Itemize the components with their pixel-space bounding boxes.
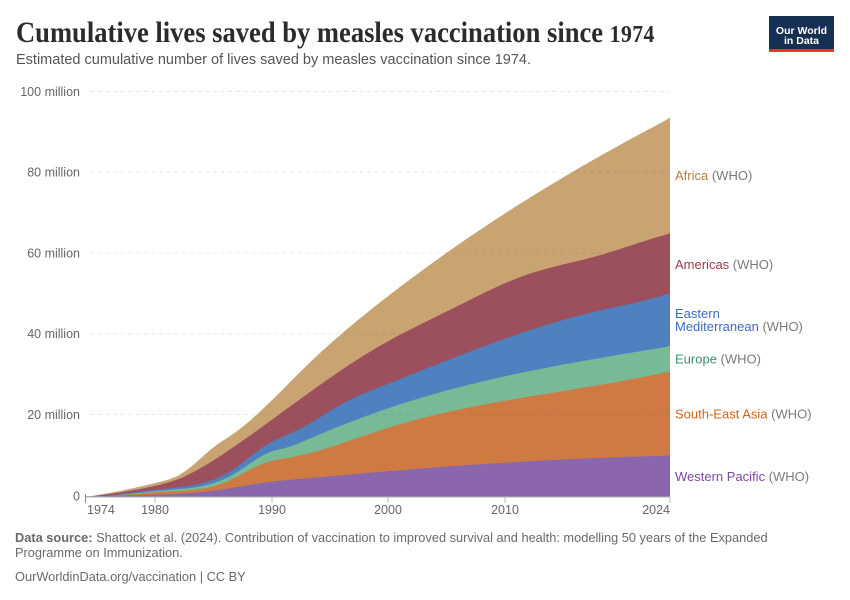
svg-text:100 million: 100 million <box>20 85 80 99</box>
svg-text:2000: 2000 <box>374 503 402 517</box>
svg-text:Western Pacific (WHO): Western Pacific (WHO) <box>675 469 809 484</box>
svg-text:80 million: 80 million <box>27 166 80 180</box>
svg-text:2024: 2024 <box>642 503 670 517</box>
svg-text:2010: 2010 <box>491 503 519 517</box>
svg-text:40 million: 40 million <box>27 327 80 341</box>
svg-text:1980: 1980 <box>141 503 169 517</box>
svg-text:Americas (WHO): Americas (WHO) <box>675 257 773 272</box>
svg-text:Mediterranean (WHO): Mediterranean (WHO) <box>675 319 803 334</box>
svg-text:20 million: 20 million <box>27 408 80 422</box>
svg-text:1974: 1974 <box>87 503 115 517</box>
svg-text:1990: 1990 <box>258 503 286 517</box>
svg-text:60 million: 60 million <box>27 247 80 261</box>
svg-text:0: 0 <box>73 490 80 504</box>
svg-text:South-East Asia (WHO): South-East Asia (WHO) <box>675 407 812 422</box>
svg-text:Eastern: Eastern <box>675 306 720 321</box>
svg-text:Africa (WHO): Africa (WHO) <box>675 168 752 183</box>
svg-text:Europe (WHO): Europe (WHO) <box>675 352 761 367</box>
